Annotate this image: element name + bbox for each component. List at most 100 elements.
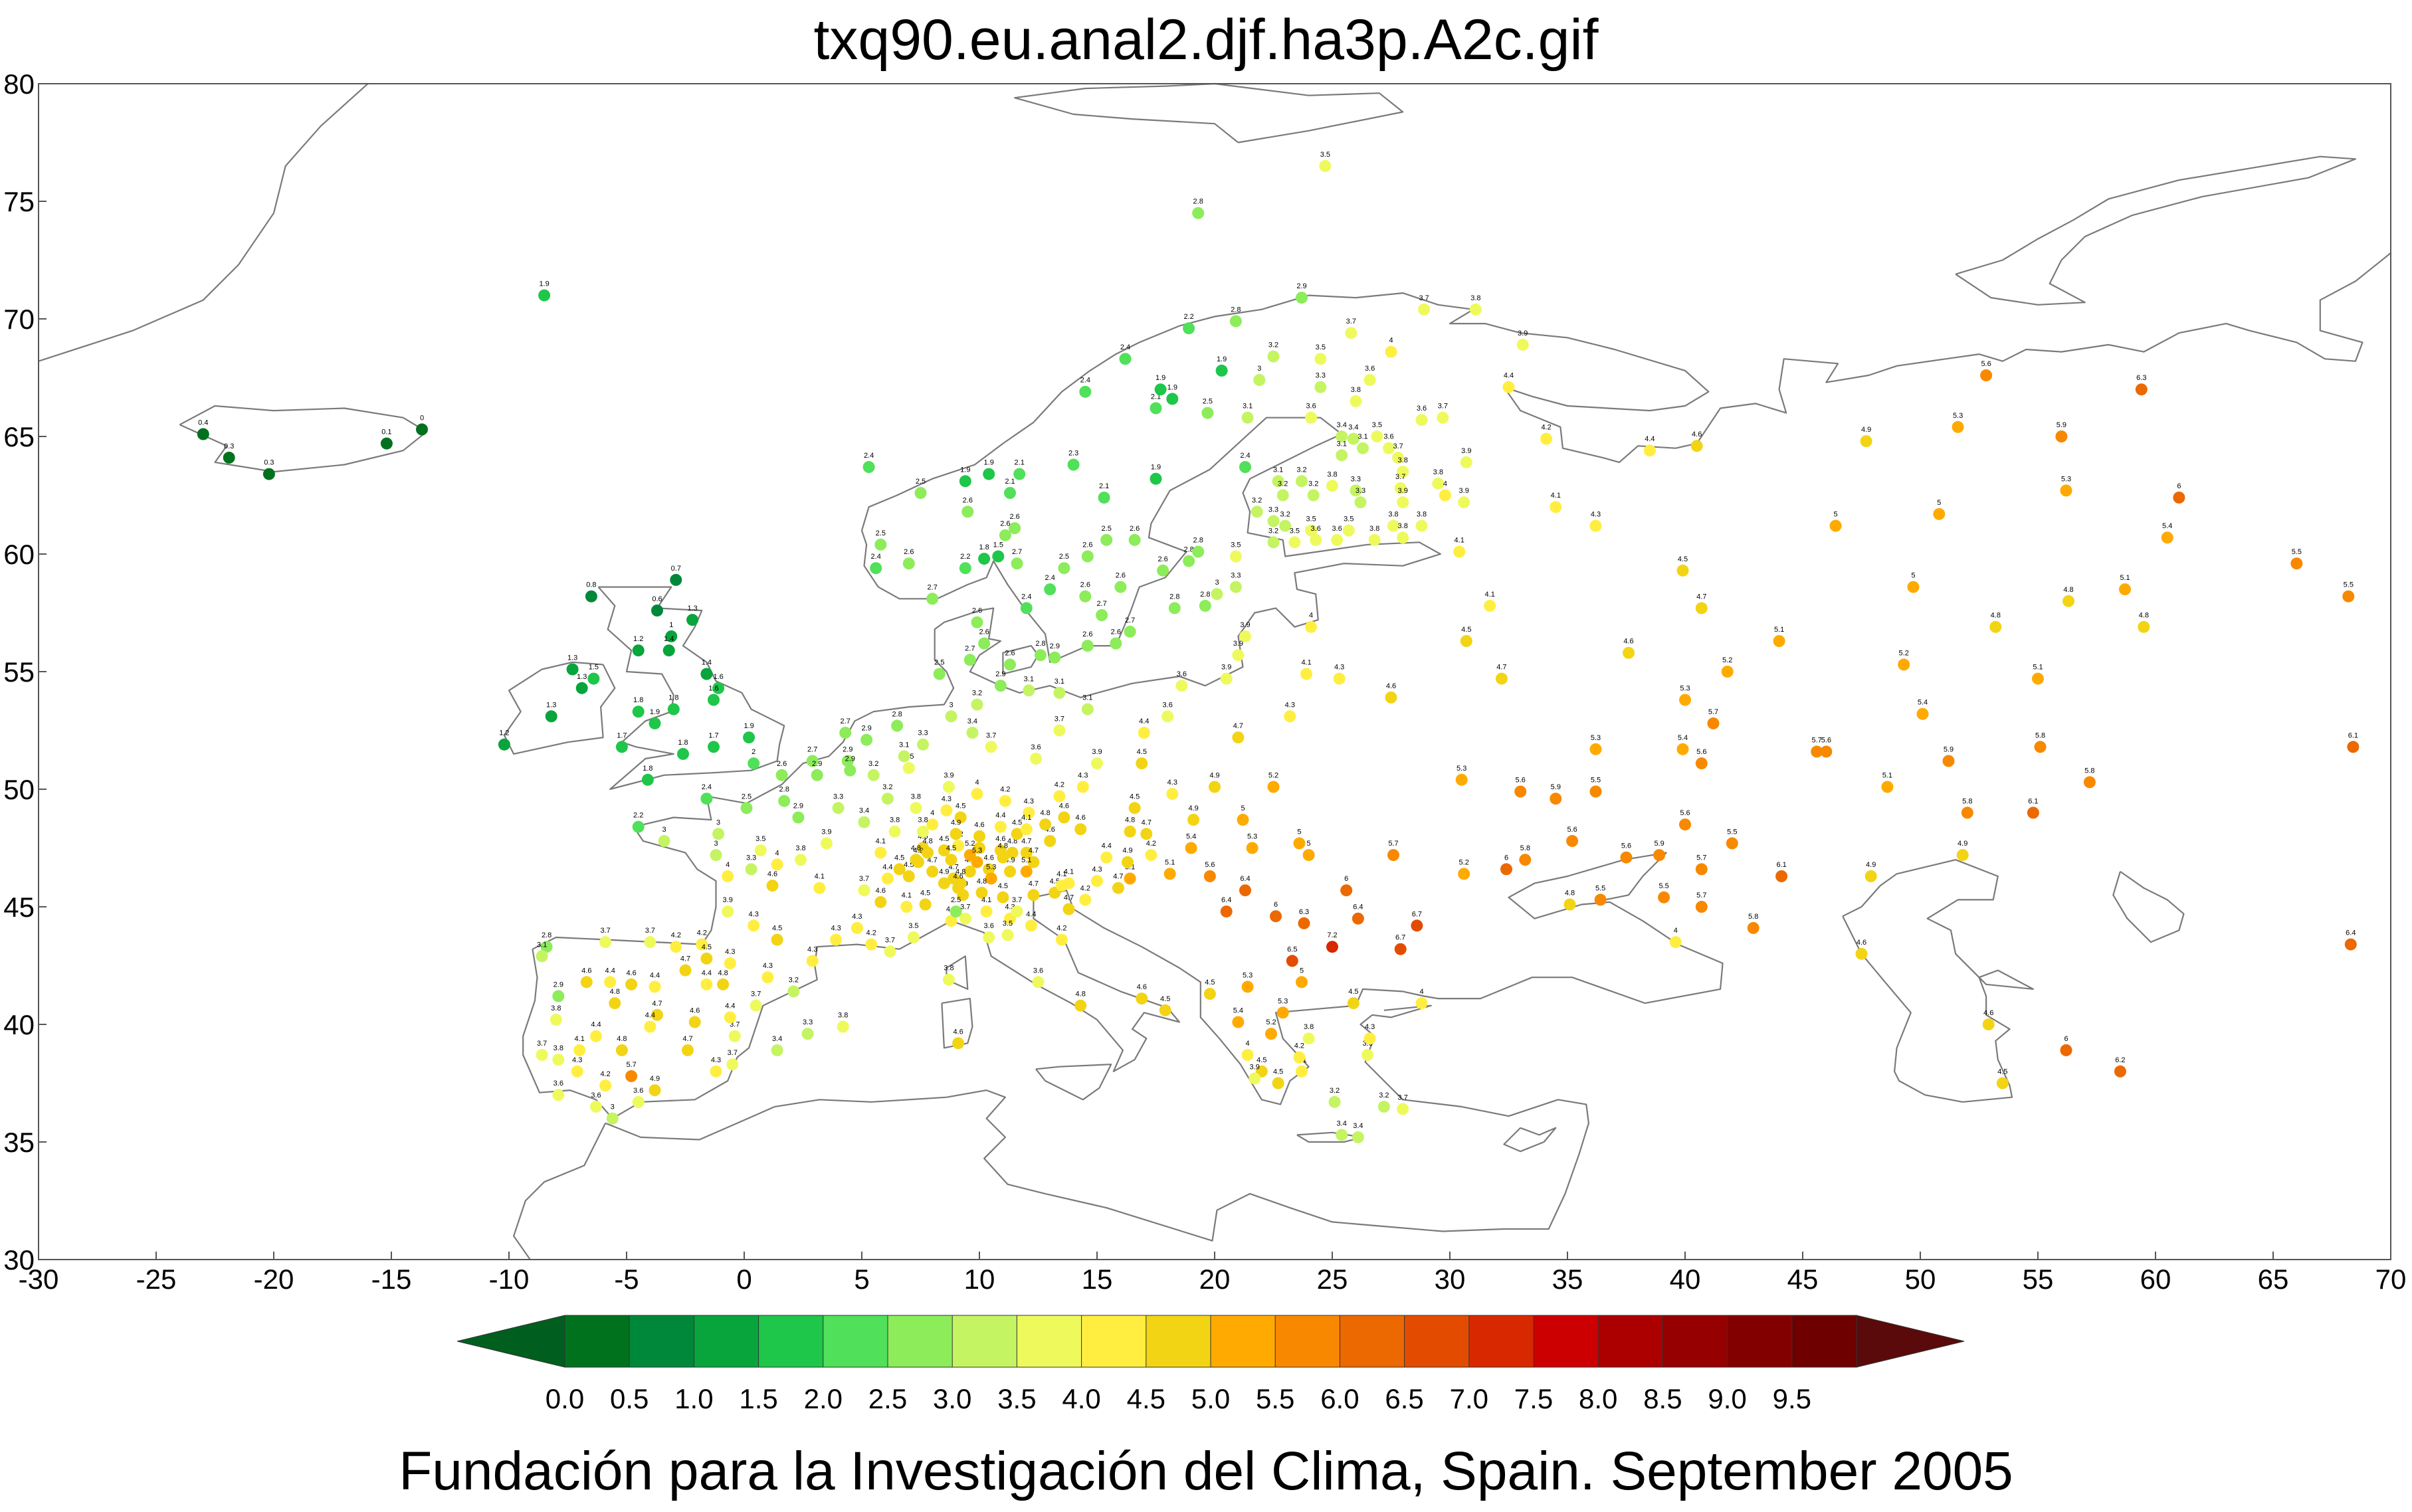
station-marker — [1385, 345, 1397, 358]
station-value-label: 4.8 — [617, 1035, 627, 1043]
station-marker — [688, 1016, 701, 1028]
station-marker — [1331, 533, 1344, 546]
station-value-label: 5.3 — [1243, 971, 1253, 979]
x-tick-label: 35 — [1552, 1264, 1583, 1295]
station-value-label: 3.8 — [1327, 470, 1337, 478]
station-value-label: 3.1 — [1082, 694, 1092, 702]
station-value-label: 4.5 — [1012, 818, 1022, 826]
station-marker — [1563, 898, 1576, 911]
station-marker — [632, 644, 645, 657]
station-marker — [1112, 882, 1124, 894]
station-marker — [910, 854, 922, 866]
station-marker — [1996, 1077, 2009, 1089]
station-marker — [902, 870, 915, 882]
station-value-label: 3.7 — [1419, 294, 1429, 302]
station-value-label: 4.4 — [882, 864, 892, 872]
station-marker — [1150, 472, 1162, 485]
station-marker — [917, 738, 929, 751]
station-marker — [1695, 863, 1708, 876]
station-marker — [1594, 894, 1607, 906]
colorbar-swatch — [1791, 1315, 1858, 1368]
station-value-label: 4.1 — [902, 892, 912, 899]
colorbar-label: 1.5 — [739, 1383, 777, 1414]
station-value-label: 4.1 — [1021, 814, 1031, 822]
station-value-label: 0.3 — [264, 459, 274, 467]
station-value-label: 3.6 — [1033, 967, 1043, 975]
station-marker — [844, 764, 856, 777]
station-markers: 1.90.40.30.30.100.80.70.611.31.2 1.41.41.… — [197, 151, 2360, 1143]
station-marker — [1032, 976, 1045, 989]
station-marker — [1484, 599, 1496, 612]
station-value-label: 2.7 — [965, 644, 975, 652]
station-marker — [2173, 492, 2185, 504]
station-value-label: 5.6 — [1621, 842, 1631, 850]
station-marker — [1020, 865, 1033, 878]
x-tick-label: 30 — [1435, 1264, 1466, 1295]
colorbar-label: 5.5 — [1256, 1383, 1294, 1414]
station-value-label: 4.5 — [1130, 793, 1140, 801]
station-value-label: 2.6 — [979, 628, 989, 636]
station-value-label: 3.3 — [1268, 506, 1278, 514]
station-value-label: 5.4 — [1678, 734, 1688, 742]
station-marker — [710, 1065, 722, 1078]
station-value-label: 2.5 — [951, 896, 961, 904]
x-axis: -30 -25 -20 -15 -10 -5 0 5 10 15 20 25 30 35 40 45 50 55 6… — [19, 1252, 2406, 1295]
station-value-label: 3.5 — [908, 922, 918, 930]
station-marker — [1333, 672, 1346, 685]
y-axis: 30 35 40 45 50 55 60 65 70 75 80 — [3, 68, 47, 1276]
station-marker — [841, 755, 854, 767]
station-marker — [1775, 870, 1788, 882]
station-value-label: 3.8 — [551, 1004, 561, 1012]
station-value-label: 2.8 — [892, 710, 902, 718]
station-value-label: 4.7 — [1696, 593, 1706, 601]
colorbar-label: 2.5 — [868, 1383, 907, 1414]
colorbar-label: 1.0 — [674, 1383, 713, 1414]
station-value-label: 4.6 — [984, 854, 994, 862]
station-value-label: 3.7 — [960, 903, 970, 911]
station-marker — [1138, 727, 1150, 739]
station-value-label: 2.9 — [861, 725, 871, 733]
colorbar-label: 3.0 — [933, 1383, 971, 1414]
station-marker — [1076, 781, 1089, 793]
station-marker — [1773, 635, 1785, 647]
station-value-label: 1.7 — [708, 731, 718, 739]
station-value-label: 3.8 — [553, 1044, 563, 1052]
station-value-label: 5.2 — [1266, 1018, 1276, 1026]
station-marker — [811, 769, 823, 781]
station-marker — [1246, 842, 1258, 854]
station-value-label: 1.9 — [650, 708, 660, 716]
station-marker — [1540, 432, 1553, 445]
station-value-label: 3.7 — [537, 1040, 547, 1048]
station-value-label: 4 — [975, 779, 979, 787]
station-value-label: 4.6 — [1386, 682, 1396, 690]
station-marker — [874, 846, 887, 859]
station-value-label: 5.3 — [1247, 833, 1257, 841]
station-marker — [590, 1030, 602, 1042]
station-marker — [649, 717, 661, 729]
station-value-label: 4.6 — [995, 835, 1005, 843]
station-value-label: 2.4 — [1021, 593, 1031, 601]
station-marker — [1397, 1103, 1409, 1115]
station-value-label: 4.8 — [1040, 809, 1050, 817]
station-marker — [571, 1065, 583, 1078]
station-value-label: 4.5 — [955, 803, 965, 810]
station-marker — [1293, 1051, 1306, 1064]
station-marker — [2060, 1044, 2072, 1056]
station-marker — [590, 1100, 602, 1113]
x-tick-label: 15 — [1082, 1264, 1113, 1295]
station-marker — [1982, 1018, 1995, 1030]
station-value-label: 2.9 — [1296, 282, 1306, 290]
station-marker — [795, 854, 807, 866]
station-value-label: 5.5 — [2344, 581, 2354, 589]
station-value-label: 3.3 — [833, 793, 843, 801]
colorbar-swatch — [1533, 1315, 1599, 1368]
colorbar-label: 9.0 — [1708, 1383, 1746, 1414]
station-marker — [1453, 545, 1466, 558]
station-marker — [1350, 484, 1362, 497]
station-marker — [1272, 475, 1284, 488]
station-marker — [2060, 484, 2072, 497]
x-tick-label: 40 — [1670, 1264, 1701, 1295]
station-marker — [1100, 851, 1113, 864]
station-value-label: 5.2 — [1899, 649, 1909, 657]
station-value-label: 2.4 — [1120, 343, 1130, 351]
